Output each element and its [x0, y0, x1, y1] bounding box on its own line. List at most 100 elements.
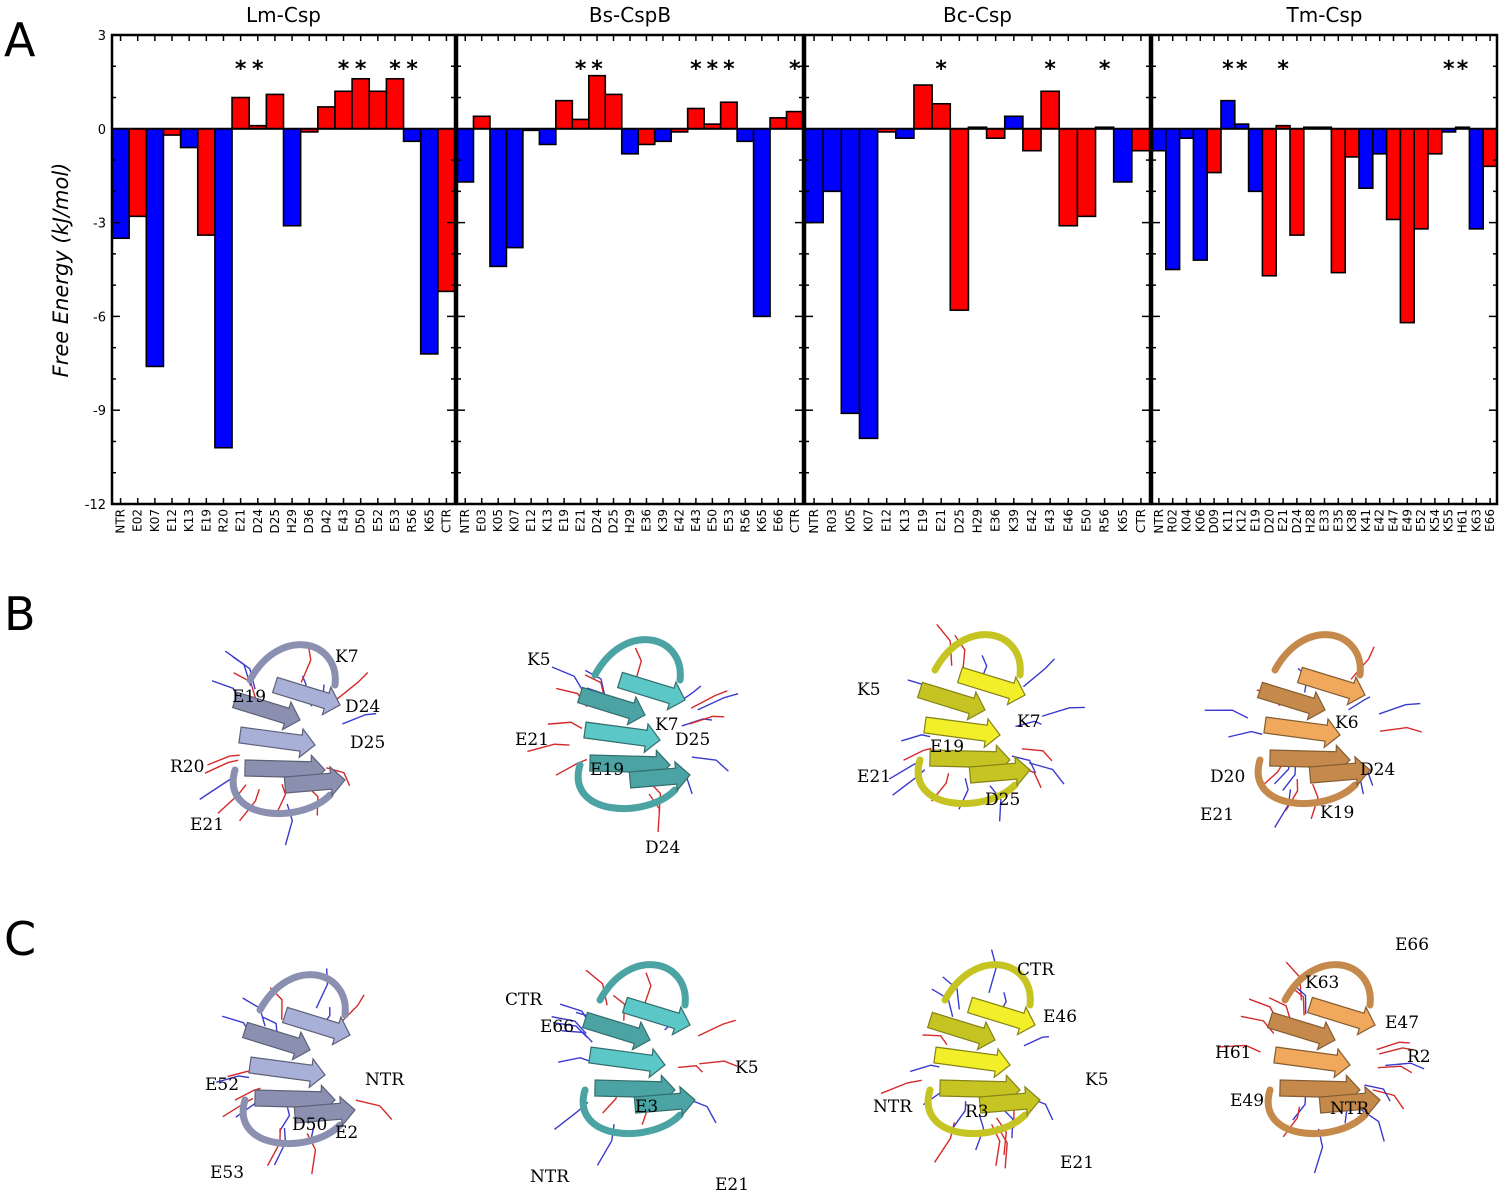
- residue-label: D25: [350, 733, 385, 753]
- y-tick-label: -12: [85, 498, 106, 513]
- residue-label: E53: [210, 1163, 244, 1183]
- side-chain: [612, 994, 626, 1021]
- side-chain: [1364, 1084, 1391, 1102]
- x-tick-label: D20: [1262, 509, 1276, 534]
- x-tick-label: K65: [422, 509, 436, 532]
- significance-star: *: [591, 57, 603, 82]
- x-tick-label: K63: [1469, 509, 1483, 532]
- x-tick-label: K39: [656, 509, 670, 532]
- beta-strand: [1318, 1085, 1381, 1118]
- side-chain: [1028, 762, 1065, 785]
- beta-strand: [933, 1046, 1011, 1079]
- bar-K54: [1427, 128, 1443, 155]
- side-chain: [922, 1034, 948, 1046]
- x-tick-label: K07: [862, 509, 876, 532]
- beta-strand: [231, 691, 301, 731]
- significance-star: *: [252, 57, 264, 82]
- beta-strand: [926, 1011, 996, 1051]
- beta-strand: [1256, 681, 1326, 721]
- y-tick-label: 0: [98, 123, 106, 138]
- x-tick-label: D25: [952, 509, 966, 534]
- backbone-loop: [1254, 756, 1359, 807]
- significance-star: *: [1457, 57, 1469, 82]
- structure-c-3: E66 K63 E47 H61 R2 E49 NTR: [1215, 935, 1431, 1174]
- residue-label: K6: [1335, 713, 1359, 733]
- structure-b-3: K6 D20 D24 E21 K19: [1200, 631, 1422, 828]
- residue-label: D24: [345, 697, 380, 717]
- x-tick-label: CTR: [1134, 509, 1148, 533]
- x-tick-label: R56: [1098, 509, 1112, 533]
- bar-K65: [419, 128, 439, 355]
- side-chain: [901, 734, 931, 742]
- x-tick-label: R56: [738, 509, 752, 533]
- x-tick-label: K11: [1221, 509, 1235, 532]
- x-tick-label: K13: [541, 509, 555, 532]
- side-chain: [699, 1060, 738, 1067]
- residue-label: CTR: [1017, 960, 1055, 980]
- bar-R56: [402, 128, 422, 143]
- side-chain: [238, 788, 260, 822]
- x-tick-label: D09: [1207, 509, 1221, 534]
- residue-label: R3: [965, 1102, 989, 1122]
- x-tick-label: K38: [1345, 509, 1359, 532]
- backbone-loop: [941, 961, 1034, 1009]
- residue-label: D50: [292, 1115, 327, 1135]
- residue-label: H61: [1215, 1043, 1251, 1063]
- residue-label: E21: [515, 730, 549, 750]
- backbone-loop: [1264, 1086, 1369, 1137]
- beta-strand: [588, 1046, 666, 1079]
- residue-label: E21: [190, 815, 224, 835]
- residue-label: E49: [1230, 1091, 1264, 1111]
- x-tick-label: E53: [722, 509, 736, 532]
- x-tick-label: E66: [1483, 509, 1497, 532]
- y-axis-label: Free Energy (kJ/mol): [49, 163, 73, 378]
- side-chain: [551, 1015, 587, 1035]
- residue-label: NTR: [873, 1097, 913, 1117]
- bar-E52: [1413, 128, 1429, 230]
- significance-star: *: [235, 57, 247, 82]
- side-chain: [689, 715, 725, 725]
- side-chain: [681, 718, 713, 727]
- bar-CTR: [785, 110, 804, 130]
- side-chain: [1204, 709, 1249, 719]
- residue-label: K7: [335, 647, 359, 667]
- x-tick-label: E35: [1331, 509, 1345, 532]
- side-chain: [552, 1022, 588, 1038]
- bar-D09: [1206, 128, 1222, 174]
- x-tick-label: K12: [1235, 509, 1249, 532]
- beta-strand: [583, 721, 661, 754]
- x-tick-label: D42: [319, 509, 333, 534]
- x-tick-label: K13: [182, 509, 196, 532]
- bar-E42: [1372, 128, 1388, 155]
- x-tick-label: D25: [607, 509, 621, 534]
- side-chain: [988, 949, 998, 993]
- bar-E19: [913, 84, 933, 130]
- residue-label: E21: [1060, 1153, 1094, 1173]
- side-chain: [585, 969, 608, 1006]
- x-tick-label: K06: [1193, 509, 1207, 532]
- side-chain: [315, 968, 329, 1009]
- bar-charts: NTR E02 K07 E12 K13 E19 R20 E21 D24 D25 H29 D36 D42 E…: [85, 3, 1499, 534]
- beta-strand: [241, 1021, 311, 1061]
- bar-E21: [931, 102, 952, 130]
- x-tick-label: E21: [574, 509, 588, 532]
- bar-E43: [1040, 90, 1061, 130]
- x-tick-label: E12: [165, 509, 179, 532]
- chart-title: Tm-Csp: [1286, 3, 1363, 27]
- significance-star: *: [1222, 57, 1234, 82]
- chart-title: Bs-CspB: [589, 3, 671, 27]
- residue-label: NTR: [365, 1070, 405, 1090]
- y-tick-label: -6: [93, 310, 106, 325]
- beta-strand: [281, 1006, 351, 1046]
- chart-title: Bc-Csp: [943, 3, 1012, 27]
- residue-label: NTR: [1330, 1099, 1370, 1119]
- bar-K39: [1003, 115, 1024, 130]
- residue-label: K7: [1017, 712, 1041, 732]
- bar-D24: [1289, 128, 1305, 236]
- chart-panel-1: NTR E03 K05 K07 E12 K13 E19 E21 D24 D25 H29 E36 K39 E…: [455, 3, 805, 534]
- side-chain: [204, 759, 239, 774]
- residue-label: E66: [1395, 935, 1429, 955]
- side-chain: [952, 1101, 967, 1128]
- bar-E46: [1058, 128, 1079, 227]
